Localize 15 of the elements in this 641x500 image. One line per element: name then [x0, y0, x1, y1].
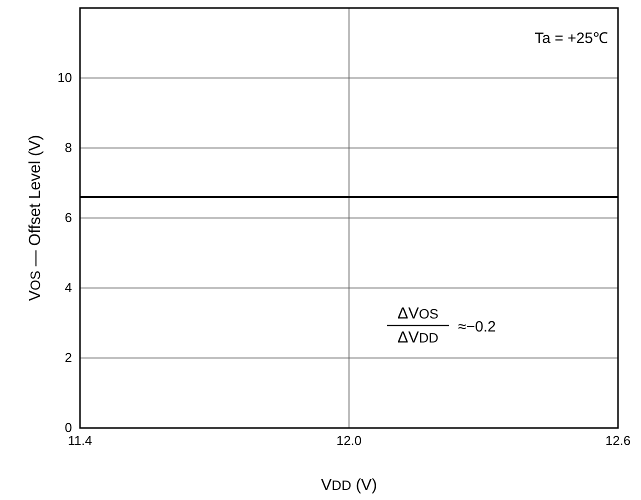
annotation: ΔVDD — [398, 330, 439, 346]
y-tick-label: 4 — [64, 280, 72, 296]
y-tick-label: 0 — [64, 420, 72, 436]
y-tick-label: 6 — [64, 210, 72, 226]
x-tick-label: 11.4 — [68, 433, 92, 448]
x-tick-label: 12.6 — [605, 433, 631, 448]
y-tick-label: 2 — [64, 350, 72, 366]
y-axis-title: VOS — Offset Level (V) — [27, 134, 44, 302]
annotation: ≈−0.2 — [458, 318, 496, 336]
x-tick-label: 12.0 — [336, 433, 362, 448]
annotation: Ta = +25℃ — [534, 30, 608, 47]
y-tick-label: 10 — [58, 70, 72, 86]
x-axis-title: VDD (V) — [320, 477, 378, 494]
annotation: ΔVOS — [398, 306, 438, 322]
y-tick-label: 8 — [64, 140, 72, 156]
